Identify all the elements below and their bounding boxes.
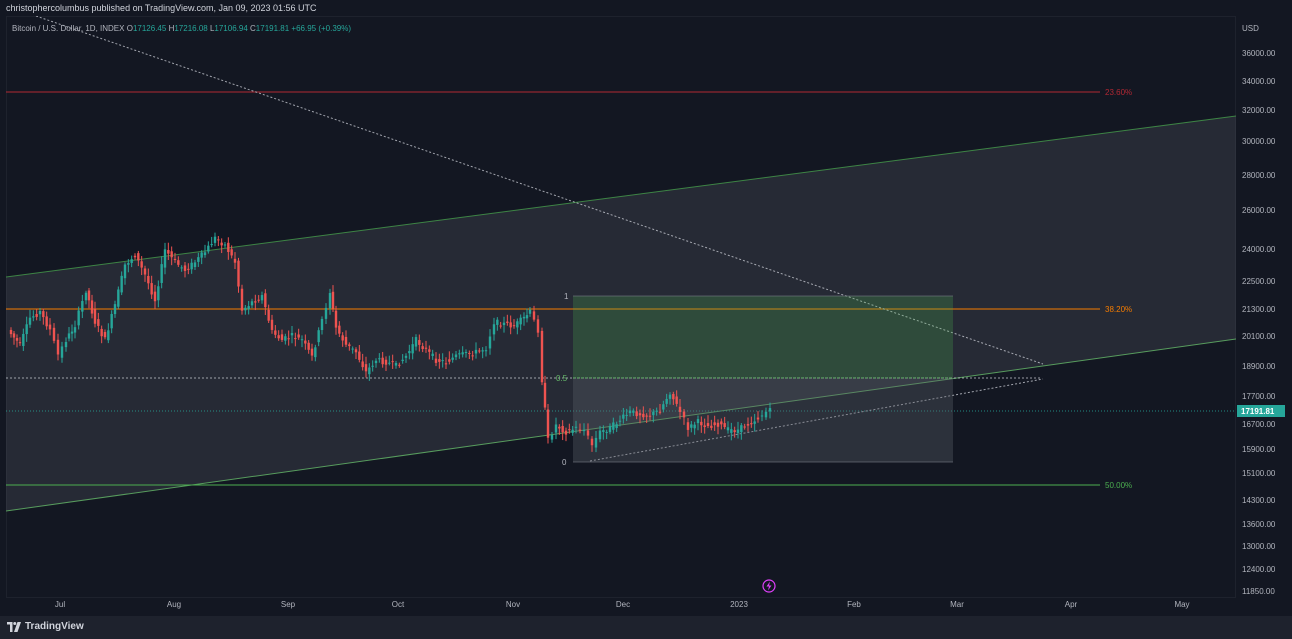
price-tick-label: 13600.00 — [1242, 520, 1276, 529]
price-axis-currency: USD — [1242, 24, 1259, 33]
open-value: 17126.45 — [132, 24, 167, 33]
publisher-text: christophercolumbus published on Trading… — [6, 3, 317, 13]
price-tick-label: 17700.00 — [1242, 392, 1276, 401]
price-tick-label: 26000.00 — [1242, 206, 1276, 215]
footer-bar: TradingView — [0, 616, 1292, 639]
price-tick-label: 16700.00 — [1242, 420, 1276, 429]
price-tick-label: 30000.00 — [1242, 137, 1276, 146]
low-value: 17106.94 — [214, 24, 248, 33]
open-label: O — [126, 24, 133, 33]
chart-pane[interactable] — [6, 16, 1236, 598]
price-tick-label: 22500.00 — [1242, 277, 1276, 286]
price-tick-label: 18900.00 — [1242, 362, 1276, 371]
publisher-bar: christophercolumbus published on Trading… — [0, 0, 1292, 16]
last-price-tag-text: 17191.81 — [1241, 407, 1275, 416]
tradingview-logo-icon — [7, 621, 21, 632]
time-tick-label: May — [1174, 600, 1189, 609]
symbol-name: Bitcoin / U.S. Dollar, 1D, INDEX — [12, 24, 125, 33]
time-tick-label: 2023 — [730, 600, 748, 609]
time-tick-label: Nov — [506, 600, 520, 609]
close-value: 17191.81 — [255, 24, 290, 33]
time-tick-label: Feb — [847, 600, 861, 609]
symbol-legend[interactable]: Bitcoin / U.S. Dollar, 1D, INDEX O17126.… — [12, 24, 351, 33]
price-tick-label: 34000.00 — [1242, 77, 1276, 86]
price-tick-label: 24000.00 — [1242, 245, 1276, 254]
tradingview-brand[interactable]: TradingView — [7, 621, 84, 632]
time-axis-labels: Jul Aug Sep Oct Nov Dec 2023 Feb Mar Apr May — [55, 600, 1190, 609]
price-tick-label: 13000.00 — [1242, 542, 1276, 551]
time-tick-label: Mar — [950, 600, 964, 609]
price-tick-label: 11850.00 — [1242, 587, 1275, 596]
high-label: H — [168, 24, 175, 33]
time-tick-label: Jul — [55, 600, 65, 609]
price-tick-label: 15100.00 — [1242, 469, 1276, 478]
time-tick-label: Apr — [1065, 600, 1078, 609]
price-tick-label: 15900.00 — [1242, 445, 1276, 454]
time-tick-label: Dec — [616, 600, 630, 609]
time-tick-label: Oct — [392, 600, 405, 609]
price-axis-labels: USD 36000.00 34000.00 32000.00 30000.00 2800… — [1237, 24, 1285, 596]
change-value: +66.95 (+0.39%) — [291, 24, 352, 33]
low-label: L — [209, 24, 215, 33]
price-tick-label: 36000.00 — [1242, 49, 1276, 58]
last-price-tag — [1237, 405, 1285, 417]
price-tick-label: 12400.00 — [1242, 565, 1276, 574]
time-tick-label: Aug — [167, 600, 181, 609]
price-tick-label: 32000.00 — [1242, 106, 1276, 115]
price-tick-label: 21300.00 — [1242, 305, 1276, 314]
time-tick-label: Sep — [281, 600, 296, 609]
price-tick-label: 20100.00 — [1242, 332, 1276, 341]
price-tick-label: 28000.00 — [1242, 171, 1276, 180]
high-value: 17216.08 — [174, 24, 208, 33]
close-label: C — [250, 24, 256, 33]
brand-name: TradingView — [25, 621, 84, 632]
price-tick-label: 14300.00 — [1242, 496, 1276, 505]
